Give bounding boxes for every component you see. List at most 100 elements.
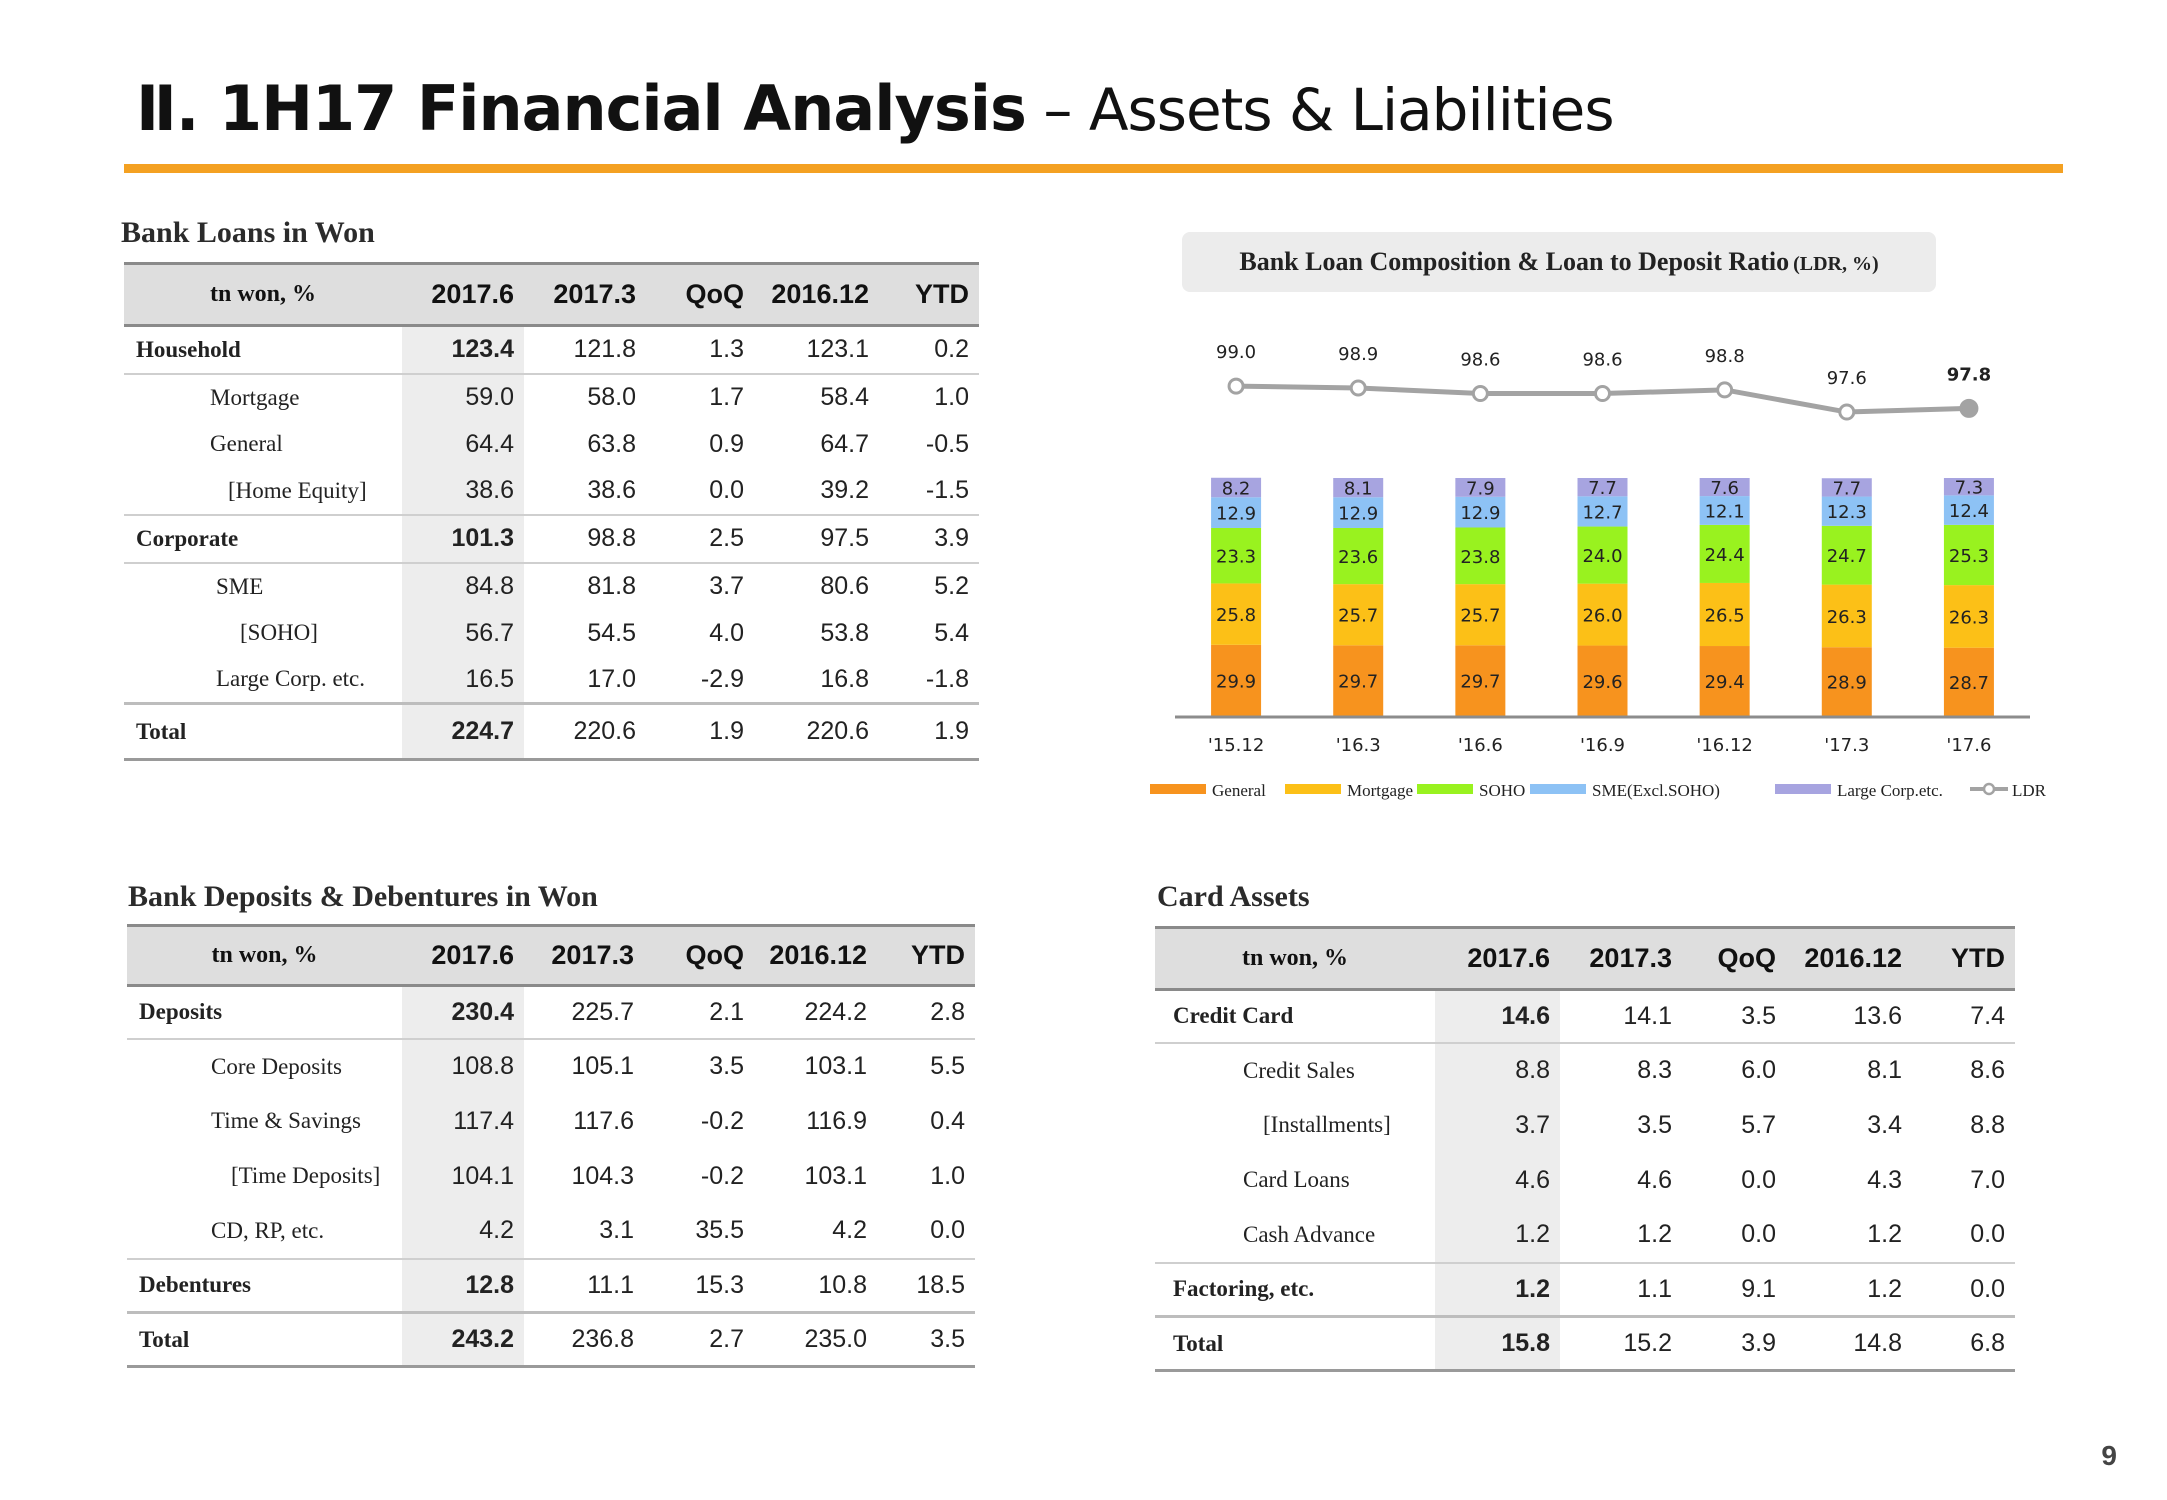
bar-segment bbox=[1577, 526, 1628, 584]
cell-2017-6: 224.7 bbox=[402, 702, 524, 761]
cell-2017-3: 14.1 bbox=[1623, 1001, 1672, 1030]
data-label: 28.9 bbox=[1827, 673, 1867, 694]
row-label: Deposits bbox=[139, 999, 223, 1025]
cell-2016-12: 103.1 bbox=[804, 1161, 867, 1190]
data-label: 26.0 bbox=[1582, 606, 1622, 627]
cell-qoq: -0.2 bbox=[700, 1161, 744, 1190]
cell-2017-6: 15.8 bbox=[1435, 1315, 1560, 1372]
table-header-row: tn won, % 2017.6 2017.3 QoQ 2016.12 YTD bbox=[124, 262, 979, 327]
bar-segment bbox=[1943, 585, 1994, 648]
row-label: Core Deposits bbox=[127, 1037, 402, 1094]
cell-ytd: 18.5 bbox=[877, 1257, 975, 1313]
table-header-cell: tn won, % bbox=[1155, 926, 1435, 991]
ldr-point bbox=[1471, 385, 1489, 403]
cell-2017-3: 1.1 bbox=[1560, 1261, 1682, 1317]
table-row: SME 84.8 81.8 3.7 80.6 5.2 bbox=[124, 561, 979, 610]
row-label: Mortgage bbox=[124, 372, 402, 421]
table-header-cell: QoQ bbox=[1682, 926, 1786, 991]
cell-qoq: 6.0 bbox=[1682, 1041, 1786, 1098]
table-row: Total 243.2 236.8 2.7 235.0 3.5 bbox=[127, 1311, 975, 1368]
table-row: Core Deposits 108.8 105.1 3.5 103.1 5.5 bbox=[127, 1037, 975, 1094]
bar-segment bbox=[1577, 645, 1628, 716]
table-header-cell: 2016.12 bbox=[754, 262, 879, 327]
cell-2017-6: 12.8 bbox=[402, 1257, 524, 1313]
data-label: 25.7 bbox=[1338, 606, 1378, 627]
row-label: Total bbox=[127, 1311, 402, 1368]
bar-segment bbox=[1333, 527, 1384, 585]
bar-segment bbox=[1699, 524, 1750, 583]
table-header-cell: tn won, % bbox=[124, 262, 402, 327]
x-tick-label: '16.9 bbox=[1580, 735, 1625, 756]
cell-2016-12: 80.6 bbox=[754, 561, 879, 610]
cell-ytd: 3.5 bbox=[877, 1311, 975, 1368]
cell-2016-12: 4.3 bbox=[1867, 1165, 1902, 1194]
cell-2017-6: 1.2 bbox=[1435, 1207, 1560, 1263]
cell-2016-12: 14.8 bbox=[1786, 1315, 1912, 1372]
cell-2016-12: 103.1 bbox=[754, 1037, 877, 1094]
cell-2017-6: 16.5 bbox=[402, 656, 524, 704]
cell-ytd: 5.5 bbox=[877, 1037, 975, 1094]
table-row: Debentures 12.8 11.1 15.3 10.8 18.5 bbox=[127, 1257, 975, 1313]
bar-segment bbox=[1699, 582, 1750, 647]
cell-2017-6: 123.4 bbox=[402, 325, 524, 374]
cell-ytd: 3.9 bbox=[879, 513, 979, 563]
cell-ytd: 0.2 bbox=[934, 335, 969, 364]
bar-segment bbox=[1455, 478, 1506, 497]
deposits-table: tn won, % 2017.6 2017.3 QoQ 2016.12 YTD … bbox=[127, 924, 975, 1368]
table-header-cell: 2017.6 bbox=[1435, 926, 1560, 991]
cell-qoq: 2.5 bbox=[646, 513, 754, 563]
row-label: [Time Deposits] bbox=[231, 1163, 381, 1188]
cell-qoq: 1.3 bbox=[709, 335, 744, 364]
cell-2016-12: 10.8 bbox=[754, 1257, 877, 1313]
cell-2017-6: 3.7 bbox=[1435, 1097, 1560, 1153]
x-tick-label: '16.12 bbox=[1696, 735, 1752, 756]
cell-2016-12: 64.7 bbox=[820, 429, 869, 458]
row-label: SME bbox=[124, 561, 402, 610]
cell-2017-3: 117.6 bbox=[573, 1106, 634, 1135]
ldr-point bbox=[1227, 377, 1245, 395]
cell-2017-6: 59.0 bbox=[402, 372, 524, 421]
cell-ytd: 1.0 bbox=[879, 372, 979, 421]
ldr-point bbox=[1349, 379, 1367, 397]
row-label: Cash Advance bbox=[1243, 1221, 1376, 1247]
row-label: Total bbox=[1155, 1315, 1435, 1372]
cell-2016-12: 39.2 bbox=[820, 476, 869, 504]
ldr-label: 97.6 bbox=[1827, 368, 1867, 389]
cell-2017-6: 101.3 bbox=[402, 513, 524, 563]
table-header-cell: YTD bbox=[1912, 926, 2015, 991]
cell-qoq: 0.0 bbox=[709, 476, 744, 504]
bar-segment bbox=[1333, 645, 1384, 716]
cell-qoq: 3.7 bbox=[646, 561, 754, 610]
cell-2017-3: 105.1 bbox=[524, 1037, 644, 1094]
data-label: 23.8 bbox=[1460, 547, 1500, 568]
cell-ytd: 8.8 bbox=[1970, 1110, 2005, 1139]
data-label: 7.6 bbox=[1710, 478, 1739, 499]
row-label: Credit Card bbox=[1173, 1003, 1294, 1029]
bar-segment bbox=[1455, 527, 1506, 585]
bar-segment bbox=[1211, 477, 1262, 498]
data-label: 24.4 bbox=[1705, 545, 1745, 566]
chart-title: Bank Loan Composition & Loan to Deposit … bbox=[1182, 232, 1936, 292]
cell-2017-3: 121.8 bbox=[573, 335, 636, 364]
bar-segment bbox=[1943, 478, 1994, 496]
ldr-point bbox=[1594, 385, 1611, 403]
data-label: 25.7 bbox=[1460, 606, 1500, 627]
cell-2017-3: 4.6 bbox=[1637, 1165, 1672, 1194]
table-header-cell: QoQ bbox=[644, 924, 754, 987]
table-row: Cash Advance 1.2 1.2 0.0 1.2 0.0 bbox=[1155, 1207, 2015, 1263]
legend-swatch bbox=[1150, 784, 1206, 794]
cell-ytd: 7.4 bbox=[1970, 1001, 2005, 1030]
cell-2017-6: 243.2 bbox=[402, 1311, 524, 1368]
table-row: Card Loans 4.6 4.6 0.0 4.3 7.0 bbox=[1155, 1152, 2015, 1208]
cell-2016-12: 1.2 bbox=[1786, 1261, 1912, 1317]
row-label: General bbox=[210, 431, 283, 456]
cell-2016-12: 123.1 bbox=[806, 335, 869, 364]
cell-2017-3: 63.8 bbox=[587, 429, 636, 458]
legend-label: General bbox=[1212, 781, 1266, 800]
cell-qoq: 5.7 bbox=[1741, 1110, 1776, 1139]
cell-qoq: 1.9 bbox=[646, 702, 754, 761]
cell-ytd: 0.4 bbox=[930, 1106, 965, 1135]
title-underline bbox=[124, 164, 2063, 173]
table-row: Corporate 101.3 98.8 2.5 97.5 3.9 bbox=[124, 513, 979, 563]
cell-qoq: 1.7 bbox=[646, 372, 754, 421]
